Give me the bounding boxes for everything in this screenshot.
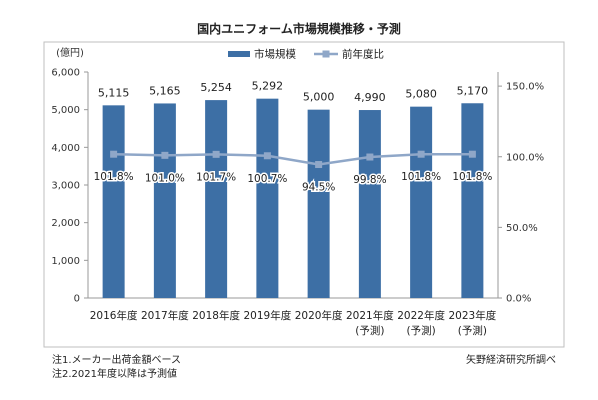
- y-right-tick-label: 150.0%: [506, 82, 544, 93]
- line-value-label: 101.7%: [196, 171, 236, 183]
- line-point: [161, 151, 169, 159]
- bar-value-label: 5,170: [457, 84, 489, 97]
- bar-value-label: 5,080: [405, 88, 437, 101]
- y-left-tick-label: 1,000: [51, 256, 80, 267]
- line-value-label: 101.0%: [145, 172, 185, 184]
- bar: [102, 105, 125, 299]
- legend-label-market-size: 市場規模: [254, 48, 296, 61]
- bar: [256, 98, 279, 298]
- source-note: 矢野経済研究所調べ: [466, 355, 556, 366]
- bar-value-label: 5,165: [149, 84, 181, 97]
- bar-value-label: 5,254: [200, 81, 232, 94]
- x-tick-sublabel: (予測): [458, 324, 487, 337]
- line-value-label: 100.7%: [247, 173, 287, 185]
- line-point: [263, 152, 271, 160]
- line-value-label: 99.8%: [353, 174, 386, 186]
- y-left-tick-label: 6,000: [51, 68, 80, 79]
- line-value-label: 101.8%: [452, 171, 492, 183]
- line-point: [110, 150, 118, 158]
- x-tick-label: 2016年度: [90, 309, 138, 322]
- line-value-label: 94.5%: [302, 182, 335, 194]
- y-left-tick-label: 5,000: [51, 105, 80, 116]
- y-right-tick-label: 100.0%: [506, 152, 544, 163]
- line-point: [212, 150, 220, 158]
- bar: [410, 106, 433, 298]
- chart-title: 国内ユニフォーム市場規模推移・予測: [197, 22, 401, 36]
- x-tick-label: 2020年度: [295, 309, 343, 322]
- bar: [358, 110, 381, 298]
- x-tick-sublabel: (予測): [355, 324, 384, 337]
- line-value-label: 101.8%: [401, 171, 441, 183]
- legend-swatch-market-size: [228, 51, 250, 57]
- x-tick-label: 2018年度: [192, 309, 240, 322]
- x-tick-label: 2023年度: [449, 309, 497, 322]
- line-series-yoy: [113, 152, 473, 166]
- legend-label-yoy: 前年度比: [342, 48, 384, 61]
- line-point: [417, 150, 425, 158]
- line-value-label: 101.8%: [94, 171, 134, 183]
- y-left-tick-label: 2,000: [51, 218, 80, 229]
- y-left-tick-label: 0: [74, 294, 80, 305]
- x-tick-label: 2021年度: [346, 309, 394, 322]
- x-tick-sublabel: (予測): [407, 324, 436, 337]
- bar-value-label: 5,000: [303, 91, 335, 104]
- x-tick-label: 2017年度: [141, 309, 189, 322]
- y-left-tick-label: 3,000: [51, 181, 80, 192]
- x-tick-label: 2019年度: [244, 309, 292, 322]
- line-point: [366, 153, 374, 161]
- y-right-tick-label: 0.0%: [506, 294, 531, 305]
- note-1: 注1.メーカー出荷金額ベース: [52, 355, 182, 366]
- bar-value-label: 5,292: [252, 80, 284, 93]
- bar: [307, 109, 330, 299]
- bar-value-label: 5,115: [98, 86, 130, 99]
- y-left-axis-label: (億円): [56, 46, 84, 59]
- line-point: [315, 161, 323, 169]
- bar: [153, 103, 176, 299]
- bar-value-label: 4,990: [354, 91, 386, 104]
- y-left-tick-label: 4,000: [51, 143, 80, 154]
- legend-marker-yoy: [322, 50, 330, 58]
- bar: [205, 100, 228, 298]
- x-tick-label: 2022年度: [397, 309, 445, 322]
- chart-frame: [43, 41, 565, 348]
- note-2: 注2.2021年度以降は予測値: [52, 369, 177, 380]
- line-point: [468, 150, 476, 158]
- y-right-tick-label: 50.0%: [506, 223, 538, 234]
- bar: [461, 103, 484, 298]
